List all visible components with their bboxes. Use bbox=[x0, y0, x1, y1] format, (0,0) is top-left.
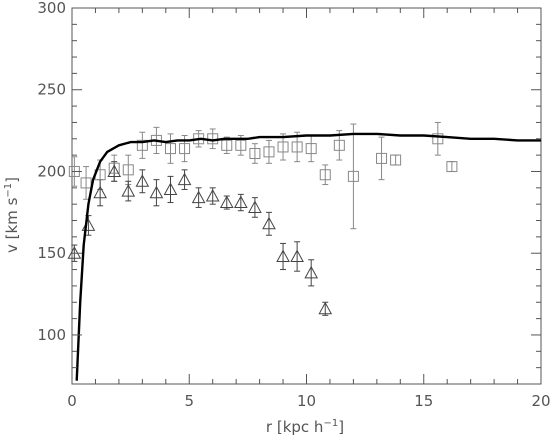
y-axis-label: v [km s−1] bbox=[3, 177, 21, 253]
triangle-point bbox=[318, 301, 333, 315]
triangle-point bbox=[248, 200, 262, 213]
x-tick-label: 5 bbox=[184, 392, 194, 410]
error-bars bbox=[71, 121, 455, 316]
square-point bbox=[80, 177, 92, 189]
x-tick-label: 15 bbox=[414, 392, 433, 410]
triangle-point bbox=[149, 185, 164, 199]
x-tick-label: 0 bbox=[67, 392, 77, 410]
square-point bbox=[319, 169, 331, 181]
y-tick-label: 150 bbox=[37, 244, 66, 262]
x-tick-label: 10 bbox=[297, 392, 316, 410]
square-point bbox=[376, 152, 388, 164]
markers bbox=[67, 133, 458, 315]
x-axis-label: r [kpc h−1] bbox=[266, 418, 344, 436]
y-tick-label: 100 bbox=[37, 326, 66, 344]
square-point bbox=[263, 146, 275, 158]
square-point bbox=[108, 162, 120, 174]
square-point bbox=[390, 154, 402, 166]
triangle-point bbox=[262, 216, 276, 230]
triangle-point bbox=[107, 164, 122, 177]
triangle-point bbox=[177, 172, 192, 186]
square-point bbox=[249, 147, 261, 159]
triangle-point bbox=[276, 249, 290, 262]
square-point bbox=[347, 170, 359, 182]
triangle-point bbox=[205, 188, 220, 202]
square-point bbox=[305, 143, 317, 155]
x-axis-label-sup: −1 bbox=[323, 418, 338, 429]
square-point bbox=[446, 161, 458, 173]
ticks bbox=[71, 7, 542, 385]
plot-border bbox=[71, 7, 542, 385]
triangle-point bbox=[191, 190, 206, 204]
triangle-point bbox=[121, 184, 136, 197]
x-tick-label: 20 bbox=[531, 392, 550, 410]
x-axis-label-end: ] bbox=[338, 418, 344, 436]
y-tick-label: 300 bbox=[37, 0, 66, 17]
tick-labels: 0 5 10 15 20 100 150 200 250 300 bbox=[37, 0, 550, 410]
square-point bbox=[333, 139, 345, 151]
triangle-point bbox=[163, 182, 178, 195]
model-rotation-curve bbox=[75, 132, 541, 381]
square-point bbox=[164, 143, 176, 155]
y-axis-label-sup: −1 bbox=[3, 183, 14, 198]
square-point bbox=[179, 143, 191, 155]
triangle-point bbox=[219, 195, 234, 209]
triangle-point bbox=[67, 246, 82, 259]
square-point bbox=[122, 164, 134, 176]
square-point bbox=[291, 141, 303, 153]
triangle-point bbox=[290, 249, 304, 262]
y-axis-label-end: ] bbox=[3, 177, 21, 183]
square-point bbox=[235, 139, 247, 151]
square-point bbox=[277, 141, 289, 153]
y-tick-label: 250 bbox=[37, 81, 66, 99]
triangle-point bbox=[135, 174, 150, 187]
square-point bbox=[136, 139, 148, 151]
square-point bbox=[432, 133, 444, 145]
triangle-point bbox=[93, 185, 107, 199]
triangle-point bbox=[233, 195, 248, 209]
triangle-point bbox=[304, 265, 319, 279]
y-tick-label: 200 bbox=[37, 162, 66, 180]
curve-layer bbox=[75, 132, 541, 381]
plot-frame bbox=[71, 7, 542, 385]
square-point bbox=[221, 139, 233, 151]
